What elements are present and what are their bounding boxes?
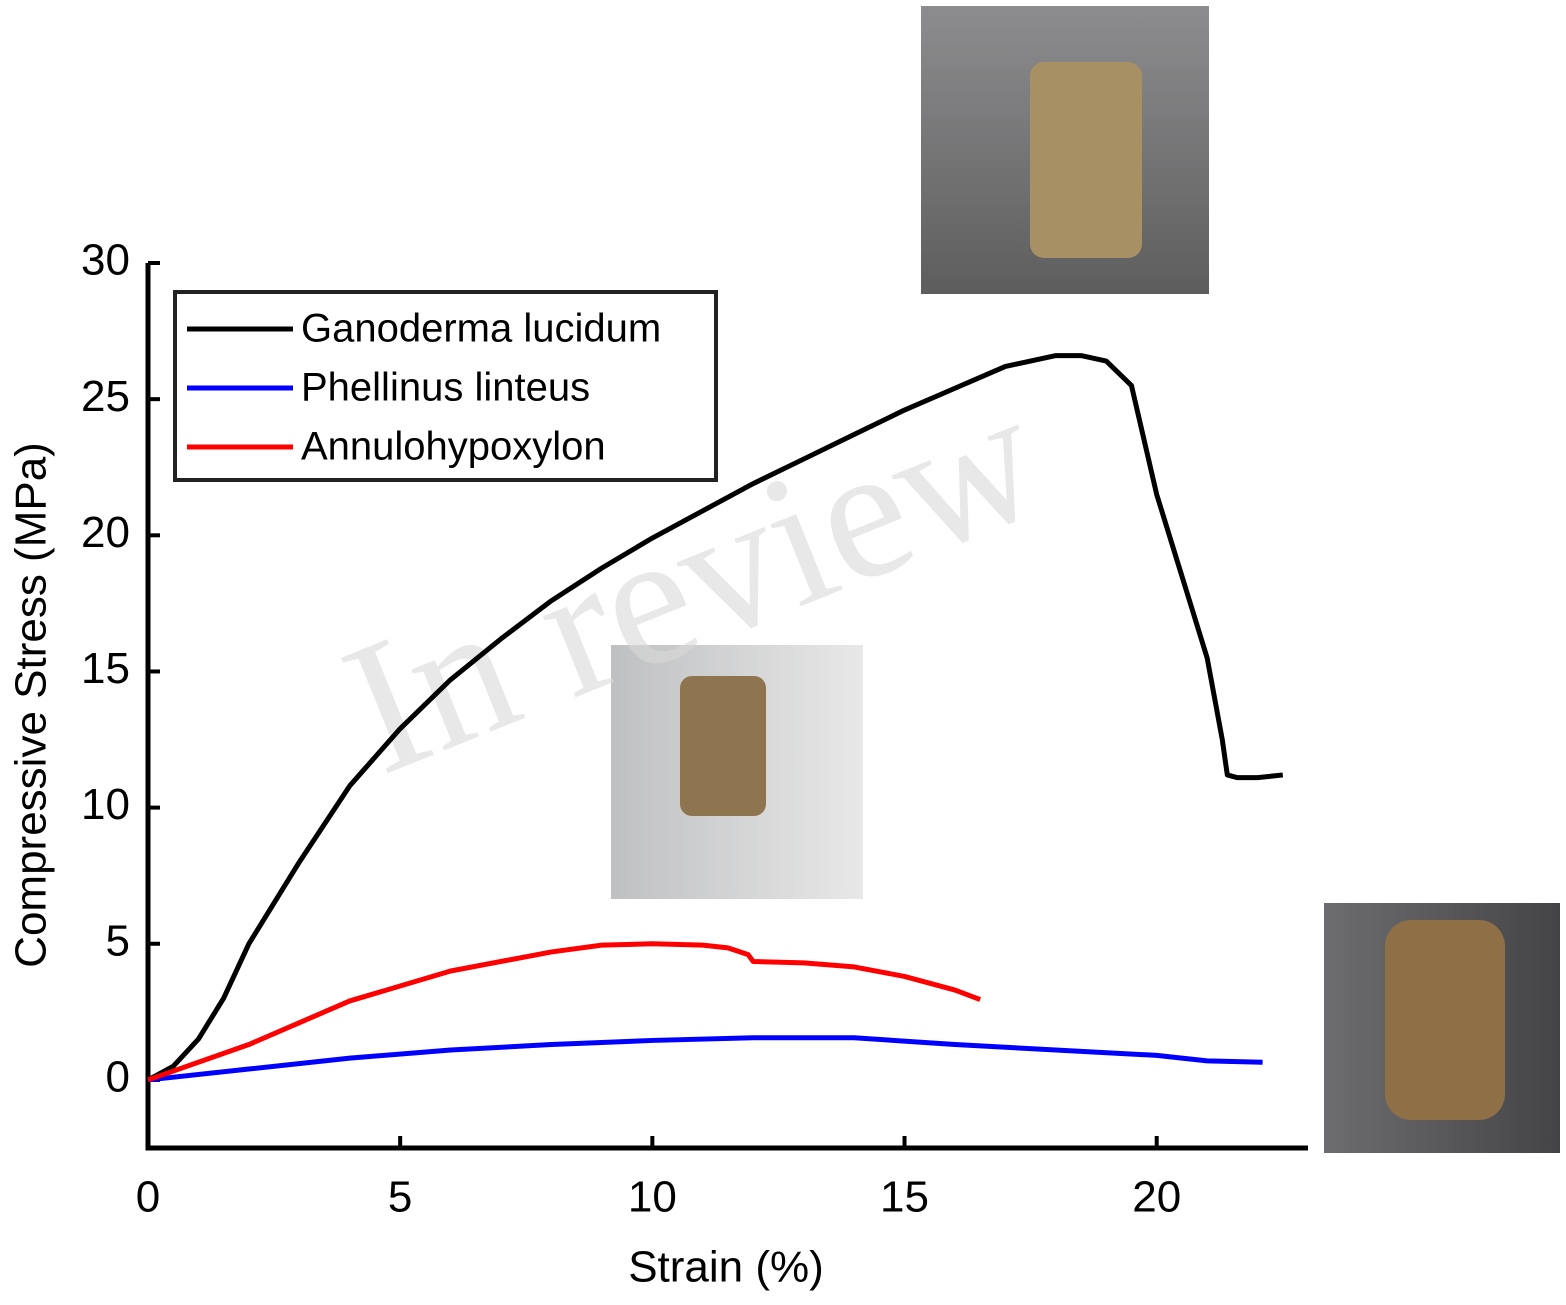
legend-label: Phellinus linteus bbox=[301, 366, 590, 410]
line bbox=[147, 941, 982, 1083]
x-tick-label: 15 bbox=[880, 1173, 929, 1222]
x-tick-label: 10 bbox=[628, 1173, 677, 1222]
legend-label: Annulohypoxylon bbox=[301, 425, 606, 469]
photos bbox=[611, 6, 1560, 1153]
sample bbox=[1030, 62, 1142, 258]
x-axis-label: Strain (%) bbox=[628, 1243, 824, 1292]
y-tick-label: 0 bbox=[106, 1053, 130, 1102]
x-tick-label: 0 bbox=[136, 1173, 160, 1222]
y-tick-label: 5 bbox=[106, 916, 130, 965]
y-tick-label: 15 bbox=[81, 644, 130, 693]
x-tick-label: 20 bbox=[1132, 1173, 1181, 1222]
legend-label: Ganoderma lucidum bbox=[301, 307, 661, 351]
sample bbox=[1385, 920, 1505, 1120]
y-axis-label: Compressive Stress (MPa) bbox=[7, 442, 56, 968]
y-tick-label: 10 bbox=[81, 780, 130, 829]
y-tick-label: 25 bbox=[81, 372, 130, 421]
y-tick-label: 20 bbox=[81, 508, 130, 557]
line bbox=[146, 353, 1284, 1083]
x-tick-label: 5 bbox=[388, 1173, 412, 1222]
sample bbox=[680, 676, 766, 816]
line bbox=[147, 1035, 1263, 1083]
y-tick-label: 30 bbox=[81, 236, 130, 285]
